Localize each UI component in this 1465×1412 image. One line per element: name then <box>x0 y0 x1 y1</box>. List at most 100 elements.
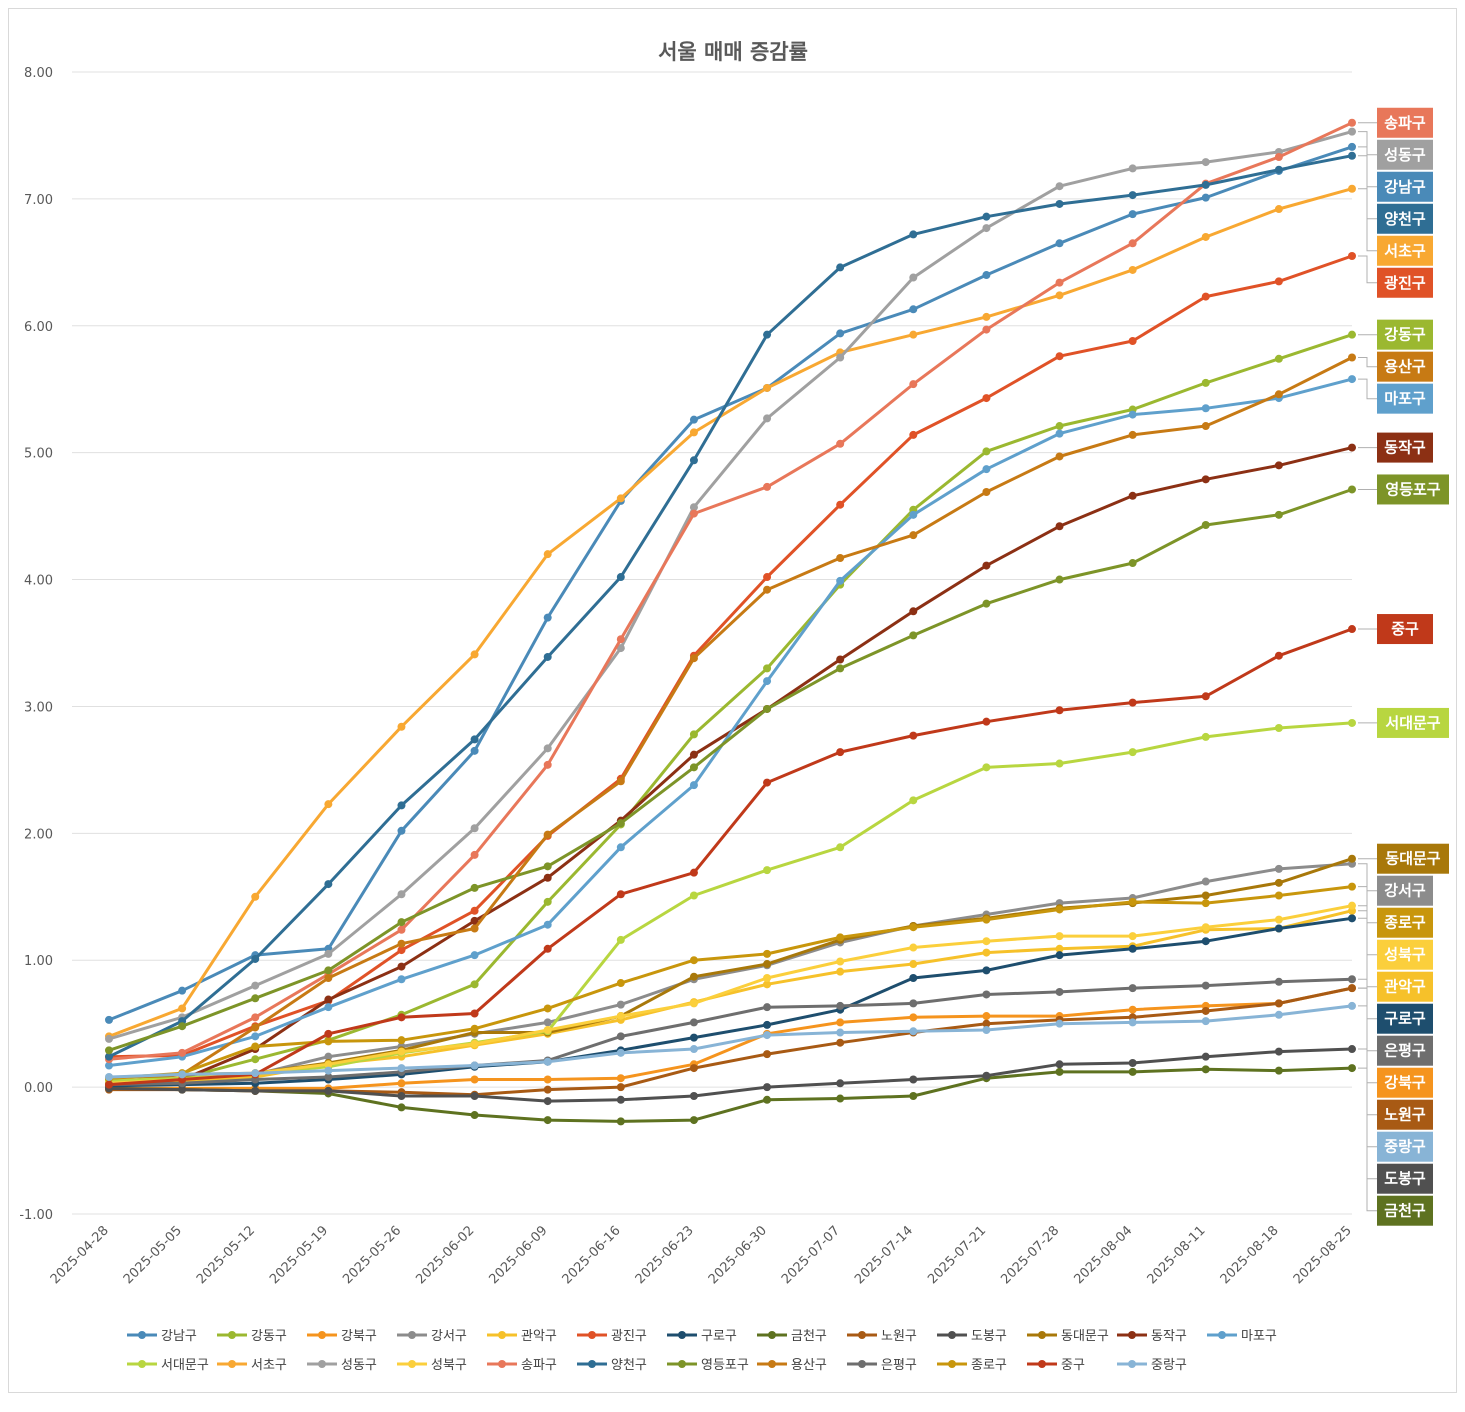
data-point <box>1201 520 1210 529</box>
legend-item: 동작구 <box>1117 1329 1187 1344</box>
legend-label: 송파구 <box>521 1358 557 1373</box>
data-point <box>836 500 845 509</box>
legend-item: 은평구 <box>847 1358 917 1373</box>
legend-label: 강북구 <box>341 1329 377 1344</box>
data-point <box>836 1094 845 1103</box>
end-label: 은평구 <box>1377 1035 1433 1066</box>
data-point <box>1348 882 1356 891</box>
data-point <box>1274 1047 1283 1056</box>
data-point <box>909 305 918 314</box>
data-point <box>616 494 625 503</box>
end-label-text: 강북구 <box>1384 1074 1426 1092</box>
data-point <box>324 1066 333 1075</box>
legend-marker <box>678 1360 686 1368</box>
series-line <box>108 916 1353 1088</box>
data-point <box>397 1091 406 1100</box>
data-point <box>1274 924 1283 933</box>
data-point <box>616 635 625 644</box>
data-point <box>982 561 991 570</box>
data-point <box>836 1038 845 1047</box>
y-tick-label: 4.00 <box>24 574 53 589</box>
legend-label: 도봉구 <box>971 1329 1007 1344</box>
series-line <box>108 862 1353 1087</box>
data-point <box>982 212 991 221</box>
legend-label: 광진구 <box>611 1329 647 1344</box>
data-point <box>178 986 187 995</box>
data-point <box>1128 265 1137 274</box>
label-connector <box>1358 886 1377 924</box>
data-point <box>616 644 625 653</box>
legend-marker <box>858 1331 866 1339</box>
data-point <box>1055 987 1064 996</box>
data-point <box>1274 724 1283 733</box>
data-point <box>543 920 552 929</box>
y-tick-label: 2.00 <box>24 827 53 842</box>
end-label-box <box>1377 432 1433 463</box>
series-양천구 <box>105 151 1356 1061</box>
data-point <box>909 960 918 969</box>
data-point <box>470 980 479 989</box>
legend-marker <box>228 1331 236 1339</box>
data-point <box>543 1004 552 1013</box>
data-point <box>543 744 552 753</box>
series-line <box>108 145 1353 1022</box>
data-point <box>1201 899 1210 908</box>
data-point <box>105 1080 113 1089</box>
y-tick-label: 3.00 <box>24 700 53 715</box>
data-point <box>1201 891 1210 900</box>
data-point <box>1055 575 1064 584</box>
end-label: 서초구 <box>1377 235 1433 266</box>
data-point <box>178 1070 187 1079</box>
legend-item: 관악구 <box>487 1329 557 1344</box>
end-label-box <box>1377 267 1433 298</box>
data-point <box>763 1050 772 1059</box>
data-point <box>543 873 552 882</box>
data-point <box>763 664 772 673</box>
end-label-text: 동작구 <box>1384 439 1426 457</box>
end-label: 용산구 <box>1377 351 1433 382</box>
data-point <box>763 704 772 713</box>
end-label-text: 동대문구 <box>1385 850 1440 868</box>
data-point <box>397 1103 406 1112</box>
data-point <box>1274 205 1283 214</box>
series-line <box>108 1066 1353 1123</box>
data-point <box>105 1034 113 1043</box>
data-point <box>1348 184 1356 193</box>
data-point <box>470 951 479 960</box>
end-label-text: 성북구 <box>1384 946 1426 964</box>
legend-item: 서대문구 <box>127 1358 209 1373</box>
end-label-text: 강동구 <box>1384 326 1426 344</box>
data-point <box>909 1013 918 1022</box>
end-label-box <box>1377 139 1433 170</box>
label-connector <box>1358 863 1377 892</box>
data-point <box>689 428 698 437</box>
end-label: 관악구 <box>1377 971 1433 1002</box>
end-label-box <box>1377 1067 1433 1098</box>
legend-label: 은평구 <box>881 1358 917 1373</box>
series-line <box>108 721 1353 1083</box>
data-point <box>470 1009 479 1018</box>
data-point <box>1055 278 1064 287</box>
data-point <box>397 1064 406 1073</box>
data-point <box>324 1086 333 1095</box>
data-point <box>689 891 698 900</box>
end-label-text: 중구 <box>1391 620 1419 638</box>
data-point <box>982 271 991 280</box>
end-label-box <box>1377 474 1449 505</box>
data-point <box>1128 932 1137 941</box>
legend-marker <box>588 1360 596 1368</box>
data-point <box>763 1003 772 1012</box>
data-point <box>1128 559 1137 568</box>
data-point <box>324 966 333 975</box>
legend-marker <box>498 1360 506 1368</box>
data-point <box>836 1079 845 1088</box>
series-line <box>108 377 1353 1067</box>
data-point <box>1128 210 1137 219</box>
data-point <box>397 890 406 899</box>
legend-marker <box>138 1360 146 1368</box>
legend-item: 강북구 <box>307 1329 377 1344</box>
data-point <box>836 843 845 852</box>
end-label-text: 강서구 <box>1384 882 1426 900</box>
data-point <box>909 999 918 1008</box>
end-label-text: 서대문구 <box>1385 714 1440 732</box>
